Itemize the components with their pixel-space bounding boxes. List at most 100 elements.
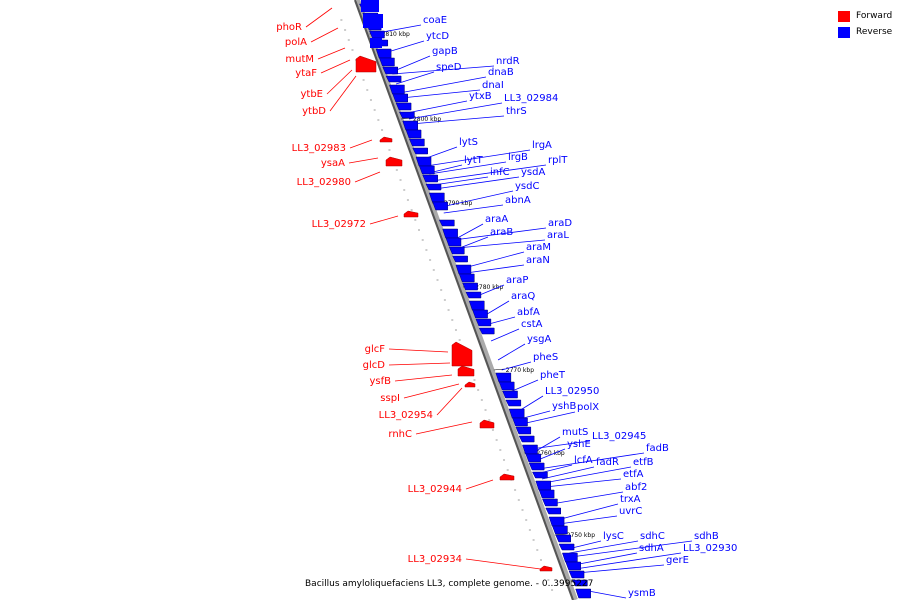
reverse-gene-leader [570, 540, 693, 558]
forward-gene-feature [464, 381, 476, 388]
reverse-gene-label: fadR [596, 457, 619, 468]
reverse-gene-leader [539, 464, 573, 474]
reverse-gene-feature [452, 255, 468, 263]
reverse-gene-label: araB [490, 227, 513, 238]
reverse-gene-leader [544, 478, 622, 488]
reverse-gene-feature [515, 426, 532, 435]
forward-gene-label: LL3_02934 [408, 554, 462, 565]
reverse-gene-feature [379, 57, 395, 67]
reverse-gene-feature [432, 201, 448, 211]
forward-gene-leader [348, 157, 379, 164]
reverse-gene-leader [573, 552, 638, 566]
reverse-gene-label: lcfA [574, 455, 593, 466]
reverse-gene-label: abfA [517, 307, 540, 318]
reverse-gene-leader [406, 100, 468, 114]
reverse-gene-label: mutS [562, 427, 588, 438]
reverse-gene-feature [528, 462, 545, 471]
reverse-gene-label: fadB [646, 443, 669, 454]
forward-gene-leader [317, 47, 346, 60]
forward-gene-feature [457, 365, 475, 377]
reverse-gene-label: ysmB [628, 588, 656, 599]
reverse-gene-feature [475, 318, 492, 327]
reverse-gene-feature [412, 147, 428, 155]
forward-gene-leader [326, 69, 353, 95]
reverse-gene-feature [562, 552, 578, 563]
reverse-gene-feature [438, 219, 455, 227]
reverse-gene-label: polX [577, 402, 599, 413]
forward-gene-label: glcD [363, 360, 386, 371]
reverse-gene-feature [532, 471, 548, 479]
reverse-gene-label: gerE [666, 555, 689, 566]
forward-swatch [838, 10, 850, 22]
reverse-gene-feature [462, 282, 478, 291]
forward-gene-leader [305, 7, 333, 28]
reverse-gene-leader [441, 190, 514, 208]
reverse-gene-leader [569, 540, 639, 554]
reverse-gene-feature [408, 138, 425, 147]
reverse-gene-leader [521, 411, 576, 425]
reverse-gene-label: nrdR [496, 56, 520, 67]
forward-gene-leader [369, 215, 399, 225]
forward-gene-leader [320, 59, 351, 74]
reverse-gene-feature [502, 390, 518, 399]
tick-label: 2750 kbp [567, 532, 595, 539]
reverse-gene-label: yshB [552, 401, 576, 412]
genome-caption: Bacillus amyloliquefaciens LL3, complete… [305, 579, 594, 589]
strand-legend: Forward Reverse [838, 9, 892, 41]
forward-gene-leader [436, 387, 463, 416]
reverse-gene-label: lytS [459, 137, 478, 148]
reverse-gene-label: araQ [511, 291, 535, 302]
reverse-gene-feature [425, 183, 442, 191]
tick-label: 2770 kbp [506, 367, 534, 374]
reverse-gene-leader [501, 361, 532, 371]
reverse-gene-label: abnA [505, 195, 531, 206]
reverse-gene-feature [445, 237, 462, 247]
forward-gene-feature [499, 473, 515, 481]
reverse-gene-leader [490, 328, 520, 342]
reverse-gene-label: coaE [423, 15, 447, 26]
forward-gene-label: sspI [380, 393, 400, 404]
forward-gene-feature [385, 156, 403, 167]
reverse-gene-leader [392, 65, 495, 75]
forward-gene-leader [415, 421, 473, 435]
reverse-gene-label: lrgA [532, 140, 552, 151]
reverse-gene-feature [548, 516, 565, 527]
forward-gene-feature [355, 55, 377, 73]
reverse-gene-feature [392, 93, 408, 103]
reverse-gene-feature [498, 381, 515, 391]
reverse-gene-feature [395, 102, 412, 111]
forward-gene-label: polA [285, 37, 307, 48]
reverse-gene-label: LL3_02984 [504, 93, 558, 104]
forward-gene-label: mutM [285, 54, 314, 65]
reverse-gene-label: lysC [603, 531, 624, 542]
forward-gene-label: ysfB [369, 376, 391, 387]
reverse-gene-feature [555, 534, 571, 543]
reverse-gene-leader [530, 440, 591, 450]
reverse-gene-feature [568, 570, 585, 579]
reverse-gene-leader [558, 515, 618, 525]
reverse-gene-leader [543, 466, 632, 484]
forward-gene-label: ytbE [300, 89, 323, 100]
forward-gene-label: ytaF [295, 68, 317, 79]
reverse-gene-leader [538, 452, 645, 470]
reverse-gene-leader [426, 149, 531, 167]
reverse-gene-label: yshE [567, 439, 591, 450]
forward-gene-leader [465, 479, 494, 490]
reverse-gene-label: araP [506, 275, 528, 286]
reverse-gene-label: araM [526, 242, 551, 253]
reverse-gene-leader [456, 239, 546, 249]
reverse-gene-label: araD [548, 218, 572, 229]
forward-gene-label: LL3_02972 [312, 219, 366, 230]
reverse-gene-leader [443, 204, 504, 214]
forward-gene-leader [394, 374, 453, 382]
reverse-gene-leader [541, 466, 595, 480]
reverse-gene-leader [576, 564, 665, 574]
reverse-gene-feature [361, 0, 379, 12]
forward-gene-feature [451, 341, 473, 367]
reverse-gene-leader [557, 503, 619, 521]
reverse-gene-feature [398, 111, 415, 119]
reverse-gene-leader [410, 115, 505, 125]
reverse-gene-leader [399, 76, 487, 94]
reverse-gene-label: speD [436, 62, 462, 73]
reverse-gene-feature [571, 579, 588, 587]
